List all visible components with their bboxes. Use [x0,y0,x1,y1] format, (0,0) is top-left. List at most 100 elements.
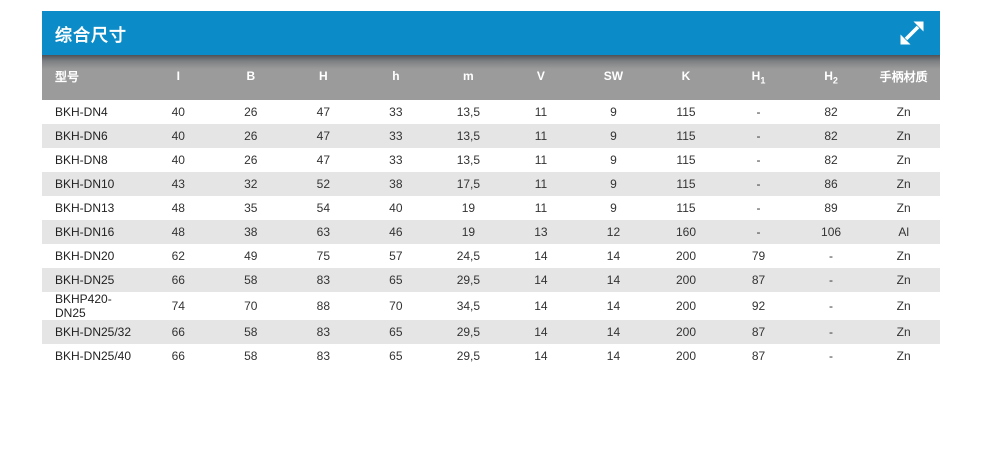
cell: Zn [867,124,940,148]
table-row: BKH-DN4 40 26 47 33 13,5 11 9 115 - 82 Z… [42,100,940,124]
cell: 115 [649,100,723,124]
cell: 65 [359,268,433,292]
cell: 89 [794,196,868,220]
cell: 47 [287,124,360,148]
cell: Zn [867,244,940,268]
cell: 13,5 [432,124,505,148]
cell: 82 [794,124,868,148]
cell: 74 [142,292,215,320]
cell: 86 [794,172,868,196]
cell: 200 [649,244,723,268]
cell: 200 [649,292,723,320]
cell: 26 [214,148,288,172]
cell: Zn [867,148,940,172]
cell: 65 [359,344,433,368]
cell: - [722,148,795,172]
cell: - [794,292,868,320]
cell: 33 [359,148,433,172]
cell: 70 [214,292,288,320]
model-cell: BKH-DN6 [42,124,142,148]
column-header-V: V [504,55,578,100]
cell: 43 [142,172,215,196]
table-row: BKH-DN13 48 35 54 40 19 11 9 115 - 89 Zn [42,196,940,220]
cell: 11 [504,100,578,124]
cell: 83 [287,344,360,368]
cell: 57 [359,244,433,268]
cell: 40 [142,124,215,148]
cell: 9 [577,148,650,172]
cell: - [722,172,795,196]
cell: 14 [577,320,650,344]
cell: 40 [142,148,215,172]
cell: 49 [214,244,288,268]
column-header-SW: SW [577,55,650,100]
cell: 58 [214,344,288,368]
column-header-H2: H2 [794,55,868,100]
model-cell: BKH-DN16 [42,220,142,244]
cell: 200 [649,344,723,368]
cell: 9 [577,124,650,148]
model-cell: BKHP420-DN25 [42,292,142,320]
cell: 83 [287,320,360,344]
cell: 40 [142,100,215,124]
panel-title-bar: 综合尺寸 [42,11,940,55]
cell: 200 [649,320,723,344]
cell: 47 [287,100,360,124]
cell: - [722,196,795,220]
cell: Al [867,220,940,244]
cell: 13,5 [432,100,505,124]
cell: Zn [867,268,940,292]
dimensions-table: 型号 I B H h m V SW K H1 H2 手柄材质 BKH-DN4 4… [42,55,940,368]
cell: 88 [287,292,360,320]
table-row: BKH-DN16 48 38 63 46 19 13 12 160 - 106 … [42,220,940,244]
cell: Zn [867,196,940,220]
cell: 14 [577,244,650,268]
cell: 54 [287,196,360,220]
column-header-B: B [214,55,288,100]
panel-title: 综合尺寸 [55,25,127,45]
column-header-I: I [142,55,215,100]
cell: 14 [504,292,578,320]
cell: 40 [359,196,433,220]
cell: 9 [577,196,650,220]
cell: 14 [504,344,578,368]
cell: Zn [867,292,940,320]
cell: 14 [577,344,650,368]
cell: 33 [359,124,433,148]
cell: 62 [142,244,215,268]
table-row: BKH-DN10 43 32 52 38 17,5 11 9 115 - 86 … [42,172,940,196]
cell: - [722,124,795,148]
cell: - [794,320,868,344]
cell: 92 [722,292,795,320]
cell: 14 [504,244,578,268]
cell: 87 [722,344,795,368]
cell: 115 [649,172,723,196]
column-header-H1: H1 [722,55,795,100]
cell: - [722,100,795,124]
cell: 48 [142,220,215,244]
dimensions-panel: 综合尺寸 型号 I B H h m V SW K H1 [42,11,940,368]
model-cell: BKH-DN25/32 [42,320,142,344]
cell: 29,5 [432,268,505,292]
model-cell: BKH-DN25/40 [42,344,142,368]
cell: 160 [649,220,723,244]
column-header-H: H [287,55,360,100]
cell: 47 [287,148,360,172]
cell: 58 [214,320,288,344]
cell: - [794,244,868,268]
cell: 87 [722,268,795,292]
cell: 82 [794,100,868,124]
cell: 24,5 [432,244,505,268]
cell: 9 [577,100,650,124]
expand-button[interactable] [896,17,928,49]
column-header-material: 手柄材质 [867,55,940,100]
cell: 87 [722,320,795,344]
table-row: BKH-DN6 40 26 47 33 13,5 11 9 115 - 82 Z… [42,124,940,148]
cell: 38 [359,172,433,196]
cell: 14 [577,268,650,292]
table-row: BKH-DN8 40 26 47 33 13,5 11 9 115 - 82 Z… [42,148,940,172]
column-header-m: m [432,55,505,100]
cell: 13 [504,220,578,244]
cell: 33 [359,100,433,124]
cell: Zn [867,344,940,368]
